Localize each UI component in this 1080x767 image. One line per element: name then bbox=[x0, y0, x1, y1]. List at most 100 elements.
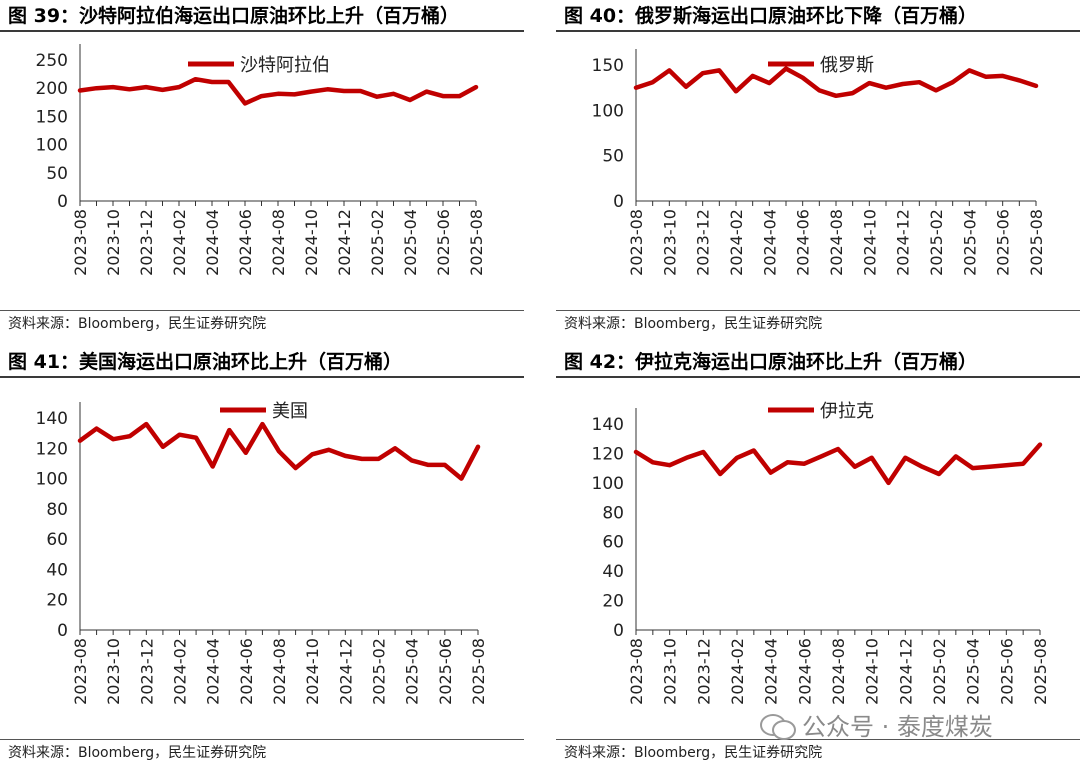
x-tick-label: 2023-08 bbox=[627, 209, 646, 276]
series-line bbox=[633, 66, 1039, 99]
x-tick-label: 2025-08 bbox=[467, 209, 486, 276]
wechat-icon bbox=[760, 710, 796, 740]
y-tick-label: 140 bbox=[592, 415, 624, 435]
x-tick-label: 2023-10 bbox=[661, 638, 680, 705]
y-tick-label: 100 bbox=[36, 136, 68, 156]
y-tick-label: 0 bbox=[613, 621, 624, 641]
y-tick-label: 150 bbox=[36, 107, 68, 127]
y-tick-label: 150 bbox=[592, 56, 624, 76]
legend-label: 美国 bbox=[272, 401, 308, 422]
x-tick-label: 2025-08 bbox=[1027, 209, 1046, 276]
y-tick-label: 20 bbox=[602, 592, 624, 612]
x-tick-label: 2023-08 bbox=[71, 209, 90, 276]
chart-source: 资料来源：Bloomberg，民生证券研究院 bbox=[0, 739, 524, 765]
y-tick-label: 140 bbox=[36, 409, 68, 429]
x-tick-label: 2024-02 bbox=[170, 209, 189, 276]
x-tick-label: 2023-12 bbox=[694, 638, 713, 705]
x-tick-label: 2025-04 bbox=[964, 638, 983, 705]
y-tick-label: 0 bbox=[57, 621, 68, 641]
x-tick-label: 2024-04 bbox=[760, 209, 779, 276]
x-tick-label: 2025-02 bbox=[368, 209, 387, 276]
x-tick-label: 2024-10 bbox=[860, 209, 879, 276]
y-tick-label: 100 bbox=[592, 101, 624, 121]
chart-source: 资料来源：Bloomberg，民生证券研究院 bbox=[556, 310, 1080, 336]
y-tick-label: 50 bbox=[46, 164, 68, 184]
legend-label: 沙特阿拉伯 bbox=[240, 55, 330, 76]
chart-title: 图 39：沙特阿拉伯海运出口原油环比上升（百万桶） bbox=[0, 0, 524, 32]
chart-svg: 0 20 40 60 80 100 120 140 2023-08 2023-10 2023-12 2… bbox=[592, 401, 1050, 705]
y-tick-label: 40 bbox=[46, 560, 68, 580]
y-tick-label: 50 bbox=[602, 147, 624, 167]
watermark-text: 公众号 · 泰度煤炭 bbox=[802, 712, 993, 741]
chart-title: 图 42：伊拉克海运出口原油环比上升（百万桶） bbox=[556, 346, 1080, 378]
x-tick-label: 2025-06 bbox=[997, 638, 1016, 705]
x-tick-label: 2024-12 bbox=[894, 209, 913, 276]
y-tick-label: 120 bbox=[36, 439, 68, 459]
x-tick-label: 2023-12 bbox=[137, 209, 156, 276]
chart-svg: 0 50 100 150 2023-08 2023-10 2023-12 2024-02 202… bbox=[592, 49, 1046, 276]
x-tick-label: 2023-10 bbox=[104, 209, 123, 276]
x-tick-label: 2023-12 bbox=[137, 638, 156, 705]
x-tick-label: 2024-12 bbox=[335, 209, 354, 276]
x-tick-label: 2025-04 bbox=[960, 209, 979, 276]
y-tick-label: 20 bbox=[46, 591, 68, 611]
chart-panel-saudi: 图 39：沙特阿拉伯海运出口原油环比上升（百万桶） 0 50 100 150 200 25… bbox=[0, 0, 524, 336]
x-tick-label: 2024-12 bbox=[336, 638, 355, 705]
y-tick-label: 0 bbox=[613, 192, 624, 212]
y-tick-label: 200 bbox=[36, 79, 68, 99]
y-tick-label: 80 bbox=[602, 503, 624, 523]
x-tick-label: 2024-10 bbox=[863, 638, 882, 705]
y-tick-label: 120 bbox=[592, 444, 624, 464]
x-tick-label: 2024-12 bbox=[896, 638, 915, 705]
chart-panel-russia: 图 40：俄罗斯海运出口原油环比下降（百万桶） 0 50 100 150 2023-08… bbox=[556, 0, 1080, 336]
x-tick-label: 2024-06 bbox=[795, 638, 814, 705]
x-tick-label: 2025-02 bbox=[927, 209, 946, 276]
x-tick-label: 2024-06 bbox=[236, 209, 255, 276]
x-tick-label: 2023-12 bbox=[694, 209, 713, 276]
chart-source: 资料来源：Bloomberg，民生证券研究院 bbox=[0, 310, 524, 336]
x-tick-label: 2023-08 bbox=[627, 638, 646, 705]
x-tick-label: 2024-06 bbox=[237, 638, 256, 705]
x-tick-label: 2025-02 bbox=[930, 638, 949, 705]
x-tick-label: 2025-08 bbox=[469, 638, 488, 705]
legend-label: 伊拉克 bbox=[820, 401, 874, 422]
legend-label: 俄罗斯 bbox=[820, 55, 874, 76]
y-tick-label: 100 bbox=[36, 470, 68, 490]
x-tick-label: 2025-04 bbox=[403, 638, 422, 705]
x-tick-label: 2025-02 bbox=[370, 638, 389, 705]
chart-source: 资料来源：Bloomberg，民生证券研究院 bbox=[556, 739, 1080, 765]
y-tick-label: 60 bbox=[602, 533, 624, 553]
y-tick-label: 250 bbox=[36, 51, 68, 71]
x-tick-label: 2024-04 bbox=[204, 638, 223, 705]
chart-svg: 0 20 40 60 80 100 120 140 2023-08 2023-10 2023-12 2… bbox=[36, 401, 488, 705]
series-line bbox=[633, 442, 1043, 486]
x-tick-label: 2024-04 bbox=[203, 209, 222, 276]
chart-title: 图 41：美国海运出口原油环比上升（百万桶） bbox=[0, 346, 524, 378]
series-line bbox=[77, 421, 481, 481]
y-tick-label: 60 bbox=[46, 530, 68, 550]
y-tick-label: 0 bbox=[57, 192, 68, 212]
x-tick-label: 2024-08 bbox=[827, 209, 846, 276]
chart-svg: 0 50 100 150 200 250 2023-08 2023-10 2023-12 2024… bbox=[36, 44, 486, 276]
x-tick-label: 2024-08 bbox=[269, 209, 288, 276]
x-tick-label: 2024-02 bbox=[727, 209, 746, 276]
x-tick-label: 2024-10 bbox=[303, 638, 322, 705]
x-tick-label: 2024-02 bbox=[171, 638, 190, 705]
x-tick-label: 2025-08 bbox=[1031, 638, 1050, 705]
x-tick-label: 2024-10 bbox=[302, 209, 321, 276]
x-tick-label: 2024-06 bbox=[794, 209, 813, 276]
x-tick-label: 2023-10 bbox=[104, 638, 123, 705]
x-tick-label: 2024-08 bbox=[270, 638, 289, 705]
x-tick-label: 2025-04 bbox=[401, 209, 420, 276]
x-tick-label: 2023-10 bbox=[660, 209, 679, 276]
x-tick-label: 2025-06 bbox=[436, 638, 455, 705]
chart-panel-usa: 图 41：美国海运出口原油环比上升（百万桶） 0 20 40 60 80 100 120 14… bbox=[0, 346, 524, 767]
watermark: 公众号 · 泰度煤炭 bbox=[760, 706, 1060, 742]
x-tick-label: 2025-06 bbox=[994, 209, 1013, 276]
chart-title: 图 40：俄罗斯海运出口原油环比下降（百万桶） bbox=[556, 0, 1080, 32]
chart-panel-iraq: 图 42：伊拉克海运出口原油环比上升（百万桶） 0 20 40 60 80 100 120 1… bbox=[556, 346, 1080, 767]
x-tick-label: 2024-04 bbox=[762, 638, 781, 705]
y-tick-label: 100 bbox=[592, 474, 624, 494]
x-tick-label: 2025-06 bbox=[434, 209, 453, 276]
y-tick-label: 40 bbox=[602, 562, 624, 582]
